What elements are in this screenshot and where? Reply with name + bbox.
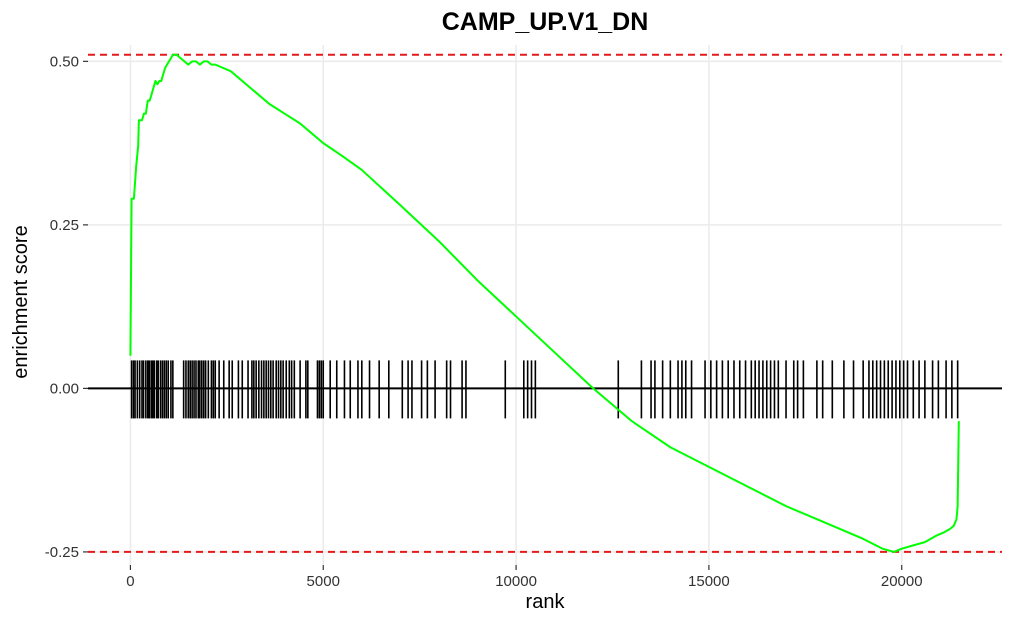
x-tick-label-2: 10000 bbox=[495, 573, 537, 590]
x-tick-label-0: 0 bbox=[126, 573, 134, 590]
y-tick-label-0: -0.25 bbox=[45, 544, 79, 561]
y-tick-label-3: 0.50 bbox=[50, 53, 79, 70]
y-axis-title: enrichment score bbox=[10, 225, 32, 378]
gene-hit-ticks bbox=[130, 360, 959, 419]
x-tick-label-1: 5000 bbox=[307, 573, 340, 590]
y-tick-label-2: 0.25 bbox=[50, 217, 79, 234]
y-axis-ticks: -0.25 0.00 0.25 0.50 bbox=[45, 53, 88, 561]
chart-title: CAMP_UP.V1_DN bbox=[442, 8, 649, 36]
x-axis-ticks: 0 5000 10000 15000 20000 bbox=[126, 565, 923, 590]
x-tick-label-3: 15000 bbox=[688, 573, 730, 590]
threshold-lines bbox=[88, 53, 1002, 553]
x-tick-label-4: 20000 bbox=[881, 573, 923, 590]
x-axis-title: rank bbox=[526, 591, 566, 613]
y-tick-label-1: 0.00 bbox=[50, 380, 79, 397]
enrichment-score-curve bbox=[129, 53, 960, 553]
